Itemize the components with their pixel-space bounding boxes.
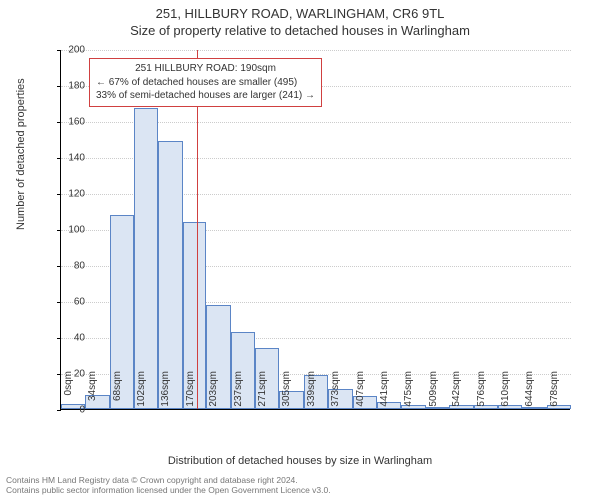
y-tick-label: 120 (55, 189, 85, 200)
x-tick-label: 170sqm (185, 371, 196, 416)
x-tick-label: 576sqm (476, 371, 487, 416)
histogram-bar (158, 141, 182, 409)
annotation-line-2: ← 67% of detached houses are smaller (49… (96, 76, 315, 90)
x-tick-label: 542sqm (451, 371, 462, 416)
x-tick-label: 136sqm (160, 371, 171, 416)
y-tick-label: 80 (55, 261, 85, 272)
histogram-bar (134, 108, 158, 409)
x-tick-label: 509sqm (428, 371, 439, 416)
plot-region: 251 HILLBURY ROAD: 190sqm← 67% of detach… (60, 50, 570, 410)
x-tick-label: 305sqm (281, 371, 292, 416)
annotation-box: 251 HILLBURY ROAD: 190sqm← 67% of detach… (89, 58, 322, 107)
footer-attribution: Contains HM Land Registry data © Crown c… (6, 475, 331, 496)
chart-container: 251, HILLBURY ROAD, WARLINGHAM, CR6 9TL … (0, 0, 600, 500)
y-tick-label: 160 (55, 117, 85, 128)
x-tick-label: 271sqm (257, 371, 268, 416)
x-tick-label: 610sqm (500, 371, 511, 416)
chart-area: 251 HILLBURY ROAD: 190sqm← 67% of detach… (60, 50, 570, 410)
x-tick-label: 678sqm (549, 371, 560, 416)
x-tick-label: 441sqm (379, 371, 390, 416)
y-tick-label: 60 (55, 297, 85, 308)
x-tick-label: 644sqm (524, 371, 535, 416)
title-main: 251, HILLBURY ROAD, WARLINGHAM, CR6 9TL (0, 0, 600, 21)
x-tick-label: 203sqm (208, 371, 219, 416)
x-tick-label: 475sqm (403, 371, 414, 416)
x-tick-label: 339sqm (306, 371, 317, 416)
x-tick-label: 102sqm (136, 371, 147, 416)
footer-line-2: Contains public sector information licen… (6, 485, 331, 496)
grid-line (61, 50, 571, 51)
y-tick-label: 200 (55, 45, 85, 56)
x-tick-label: 237sqm (233, 371, 244, 416)
y-axis-label: Number of detached properties (15, 78, 27, 230)
x-tick-label: 373sqm (330, 371, 341, 416)
footer-line-1: Contains HM Land Registry data © Crown c… (6, 475, 331, 486)
x-axis-label: Distribution of detached houses by size … (0, 455, 600, 467)
annotation-line-3: 33% of semi-detached houses are larger (… (96, 89, 315, 103)
x-tick-label: 68sqm (112, 371, 123, 416)
x-tick-label: 407sqm (355, 371, 366, 416)
x-tick-label: 0sqm (63, 371, 74, 416)
y-tick-label: 140 (55, 153, 85, 164)
y-tick-label: 40 (55, 333, 85, 344)
x-tick-label: 34sqm (87, 371, 98, 416)
annotation-line-1: 251 HILLBURY ROAD: 190sqm (96, 62, 315, 76)
title-sub: Size of property relative to detached ho… (0, 21, 600, 38)
y-tick-label: 100 (55, 225, 85, 236)
y-tick-label: 180 (55, 81, 85, 92)
